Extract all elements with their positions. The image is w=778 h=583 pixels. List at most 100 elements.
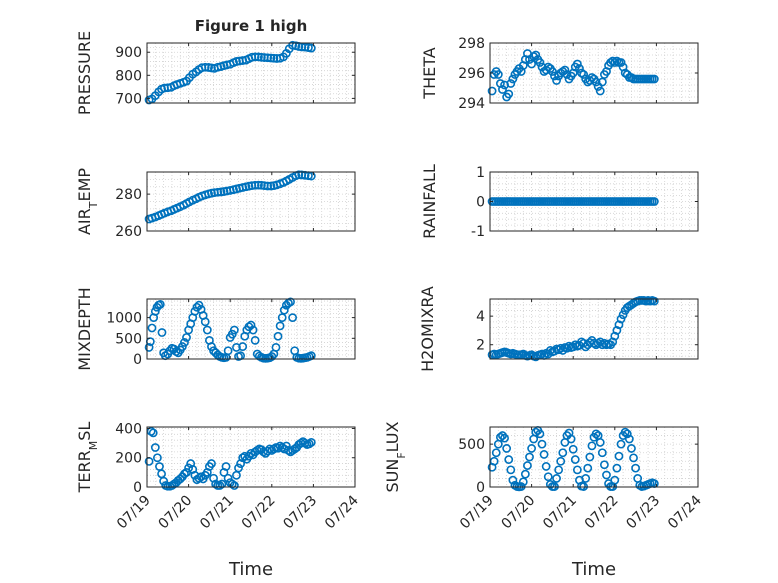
ytick-label-theta: 294 — [458, 96, 485, 112]
point-theta — [498, 85, 507, 94]
point-mixdepth — [227, 329, 237, 339]
point-sun_flux — [629, 453, 638, 463]
point-h2omixra — [614, 320, 624, 330]
x-axis-label-right: Time — [571, 559, 616, 580]
point-mixdepth — [147, 323, 157, 333]
ytick-label-mixdepth: 500 — [115, 331, 142, 347]
point-mixdepth — [279, 305, 289, 315]
point-sun_flux — [622, 429, 632, 439]
point-h2omixra — [608, 337, 618, 347]
point-air_temp — [263, 181, 273, 191]
point-mixdepth — [238, 342, 248, 351]
point-terr_msl — [281, 441, 291, 451]
point-theta — [506, 79, 516, 88]
ytick-label-h2omixra: 2 — [476, 338, 485, 354]
point-mixdepth — [273, 331, 283, 341]
point-theta — [527, 59, 536, 69]
point-terr_msl — [217, 479, 227, 489]
ytick-label-sun_flux: 0 — [476, 480, 485, 496]
point-theta — [552, 76, 561, 85]
point-mixdepth — [192, 302, 202, 312]
point-mixdepth — [155, 299, 165, 309]
point-terr_msl — [223, 473, 233, 483]
point-theta — [649, 74, 659, 84]
ytick-label-terr_msl: 0 — [133, 480, 142, 496]
point-pressure — [256, 52, 266, 62]
y-axis-label-air_temp: AIRTEMP — [75, 168, 100, 235]
point-sun_flux — [506, 465, 516, 475]
ytick-label-terr_msl: 200 — [115, 451, 142, 467]
point-theta — [575, 64, 584, 73]
point-mixdepth — [288, 313, 297, 323]
point-mixdepth — [248, 325, 258, 335]
y-axis-label-terr_msl: TERRMSL — [75, 422, 100, 494]
ytick-label-pressure: 900 — [115, 45, 142, 61]
point-pressure — [200, 62, 210, 72]
point-air_temp — [294, 170, 304, 180]
point-h2omixra — [556, 343, 566, 353]
point-theta — [610, 58, 620, 67]
point-mixdepth — [157, 328, 167, 337]
point-sun_flux — [583, 463, 593, 473]
point-theta — [493, 70, 503, 79]
point-sun_flux — [600, 460, 609, 470]
y-axis-label-h2omixra: H2OMIXRA — [418, 286, 437, 372]
point-theta — [579, 70, 588, 79]
point-sun_flux — [554, 465, 564, 475]
point-mixdepth — [267, 352, 277, 361]
point-mixdepth — [177, 342, 187, 351]
plot-area-h2omixra — [490, 299, 698, 359]
point-sun_flux — [581, 474, 591, 483]
ytick-label-pressure: 800 — [115, 68, 142, 84]
y-axis-label-pressure: PRESSURE — [75, 31, 94, 115]
point-terr_msl — [234, 463, 243, 473]
point-terr_msl — [159, 476, 169, 486]
point-sun_flux — [502, 444, 512, 453]
subplot-h2omixra: 2 4 H2OMIXRA — [418, 286, 699, 372]
point-pressure — [263, 53, 273, 63]
point-mixdepth — [232, 343, 241, 352]
point-h2omixra — [649, 296, 659, 306]
ytick-label-air_temp: 280 — [115, 187, 142, 203]
subplot-air_temp: 260 280 AIRTEMP — [75, 168, 356, 240]
point-sun_flux — [614, 451, 624, 461]
point-theta — [531, 50, 541, 60]
axes-box-mixdepth — [146, 298, 356, 360]
point-theta — [508, 74, 518, 84]
subplot-pressure: 700 800 900 PRESSURE — [75, 31, 356, 115]
point-mixdepth — [229, 325, 239, 335]
point-air_temp — [213, 187, 223, 197]
point-sun_flux — [612, 463, 622, 473]
point-theta — [572, 59, 582, 69]
point-theta — [487, 86, 497, 96]
point-rainfall — [649, 197, 659, 206]
point-sun_flux — [491, 448, 501, 458]
point-sun_flux — [568, 444, 578, 454]
axes-box-sun_flux — [489, 426, 699, 488]
point-mixdepth — [207, 342, 216, 351]
point-pressure — [269, 53, 279, 63]
ytick-label-rainfall: 0 — [476, 195, 485, 211]
point-sun_flux — [627, 444, 636, 453]
point-terr_msl — [150, 443, 160, 452]
point-sun_flux — [558, 448, 568, 458]
point-air_temp — [254, 180, 263, 190]
point-sun_flux — [495, 432, 505, 442]
point-theta — [597, 77, 607, 87]
point-h2omixra — [618, 310, 628, 320]
point-h2omixra — [612, 326, 622, 335]
plot-area-pressure — [147, 43, 355, 103]
point-h2omixra — [610, 331, 620, 341]
y-axis-label-rainfall: RAINFALL — [420, 164, 439, 239]
point-terr_msl — [221, 462, 231, 471]
point-sun_flux — [620, 427, 630, 437]
point-terr_msl — [184, 463, 193, 473]
point-mixdepth — [246, 320, 256, 330]
figure-title: Figure 1 high — [195, 17, 308, 35]
ytick-label-theta: 298 — [458, 36, 485, 52]
subplot-theta: 294 296 298 THETA — [420, 36, 699, 112]
axes-box-air_temp — [146, 171, 356, 232]
point-sun_flux — [585, 452, 595, 462]
point-sun_flux — [543, 472, 553, 482]
point-sun_flux — [570, 455, 580, 464]
